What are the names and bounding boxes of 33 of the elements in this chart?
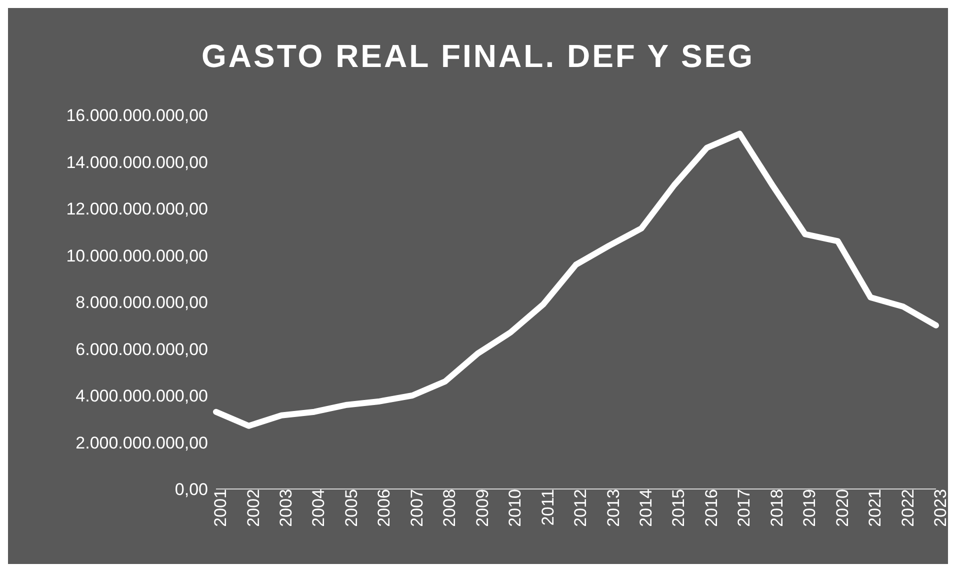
x-tick-label: 2020 (832, 489, 852, 527)
x-tick-label: 2018 (767, 489, 786, 527)
x-tick-label: 2002 (244, 489, 263, 527)
x-tick-label: 2006 (374, 489, 394, 527)
y-tick-label: 8.000.000.000,00 (76, 293, 208, 312)
x-tick-label: 2016 (702, 489, 721, 527)
x-tick-label: 2014 (636, 489, 656, 527)
y-tick-label: 2.000.000.000,00 (76, 433, 208, 452)
x-tick-label: 2019 (800, 489, 820, 527)
x-tick-label: 2009 (472, 489, 492, 527)
y-tick-label: 0,00 (174, 480, 208, 500)
x-tick-label: 2017 (734, 489, 754, 527)
y-tick-label: 10.000.000.000,00 (66, 246, 208, 266)
y-tick-label: 16.000.000.000,00 (66, 106, 208, 126)
y-tick-label: 14.000.000.000,00 (66, 152, 208, 172)
x-tick-label: 2022 (898, 489, 918, 527)
y-tick-label: 12.000.000.000,00 (66, 200, 208, 219)
y-tick-label: 6.000.000.000,00 (76, 340, 208, 359)
x-tick-label: 2011 (538, 489, 558, 526)
y-tick-label: 4.000.000.000,00 (76, 386, 208, 406)
chart-title: GASTO REAL FINAL. DEF Y SEG (200, 38, 756, 75)
x-tick-label: 2012 (571, 489, 590, 527)
x-tick-label: 2010 (506, 489, 525, 527)
x-tick-label: 2021 (866, 489, 885, 527)
x-tick-label: 2001 (211, 489, 230, 527)
x-tick-label: 2007 (407, 489, 426, 527)
x-tick-label: 2023 (931, 489, 950, 527)
x-tick-label: 2004 (309, 489, 328, 527)
x-tick-label: 2003 (276, 489, 296, 527)
x-tick-label: 2015 (669, 489, 688, 527)
x-tick-label: 2013 (604, 489, 623, 527)
x-tick-label: 2008 (440, 489, 460, 527)
x-tick-label: 2005 (342, 489, 361, 527)
